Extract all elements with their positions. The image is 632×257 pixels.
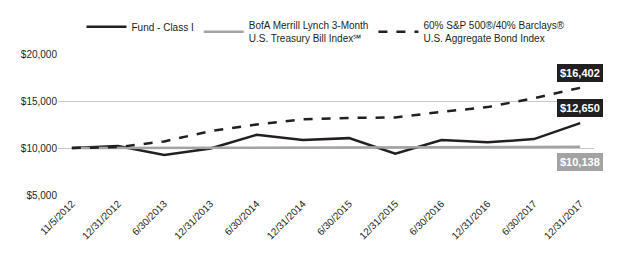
svg-text:60% S&P 500®/40% Barclays®U.S.: 60% S&P 500®/40% Barclays®U.S. Aggregate… xyxy=(423,20,564,44)
svg-text:$10,138: $10,138 xyxy=(560,156,600,168)
svg-text:12/31/2012: 12/31/2012 xyxy=(80,198,123,241)
svg-text:6/30/2017: 6/30/2017 xyxy=(500,198,540,238)
svg-text:6/30/2013: 6/30/2013 xyxy=(130,198,170,238)
svg-text:12/31/2015: 12/31/2015 xyxy=(357,198,400,241)
svg-text:12/31/2017: 12/31/2017 xyxy=(542,198,585,241)
svg-text:BofA Merrill Lynch 3-MonthU.S.: BofA Merrill Lynch 3-MonthU.S. Treasury … xyxy=(249,20,369,44)
svg-text:6/30/2014: 6/30/2014 xyxy=(222,198,262,238)
svg-text:Fund - Class I: Fund - Class I xyxy=(132,22,194,33)
svg-text:11/5/2012: 11/5/2012 xyxy=(38,198,77,237)
svg-text:$16,402: $16,402 xyxy=(560,67,600,79)
svg-text:$12,650: $12,650 xyxy=(560,102,600,114)
svg-text:6/30/2016: 6/30/2016 xyxy=(407,198,447,238)
svg-text:$5,000: $5,000 xyxy=(26,190,57,201)
svg-text:12/31/2014: 12/31/2014 xyxy=(265,198,308,241)
svg-text:12/31/2016: 12/31/2016 xyxy=(449,198,492,241)
svg-text:$20,000: $20,000 xyxy=(21,49,58,60)
svg-text:6/30/2015: 6/30/2015 xyxy=(315,198,355,238)
svg-text:12/31/2013: 12/31/2013 xyxy=(172,198,215,241)
svg-text:$10,000: $10,000 xyxy=(21,143,58,154)
svg-text:$15,000: $15,000 xyxy=(21,96,58,107)
